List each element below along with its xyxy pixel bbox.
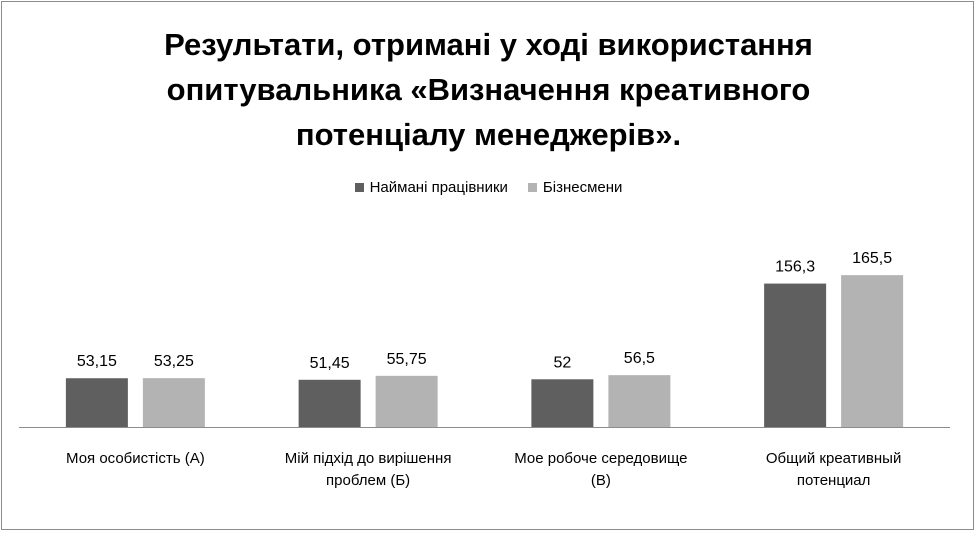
category-label-0-0: Моя особистість (А): [66, 450, 205, 467]
data-label-employees-0: 53,15: [77, 353, 117, 370]
bar-businessmen-0: [142, 378, 205, 427]
chart-legend: Наймані працівники Бізнесмени: [0, 179, 977, 196]
category-label-2-0: Мое робоче середовище: [514, 450, 687, 467]
legend-swatch-employees: [354, 183, 364, 192]
bar-businessmen-3: [841, 275, 904, 427]
category-label-3-1: потенциал: [797, 472, 871, 489]
legend-item-businessmen: Бізнесмени: [527, 179, 623, 196]
data-label-employees-1: 51,45: [310, 355, 350, 372]
data-label-businessmen-3: 165,5: [852, 250, 892, 267]
data-label-businessmen-0: 53,25: [154, 353, 194, 370]
legend-swatch-businessmen: [527, 183, 537, 192]
bar-businessmen-2: [608, 375, 671, 427]
data-label-businessmen-1: 55,75: [387, 351, 427, 368]
bar-employees-0: [65, 378, 128, 427]
category-label-1-1: проблем (Б): [326, 472, 410, 489]
bar-employees-2: [531, 379, 594, 427]
chart-title-line-3: потенціалу менеджерів».: [295, 117, 682, 152]
category-label-1-0: Мій підхід до вирішення: [285, 450, 452, 467]
category-label-2-1: (В): [591, 472, 611, 489]
chart-title: Результати, отримані у ході використання…: [0, 22, 977, 157]
chart-title-line-2: опитувальника «Визначення креативного: [166, 72, 811, 107]
data-label-employees-3: 156,3: [775, 259, 815, 276]
bar-employees-3: [764, 283, 827, 427]
data-label-employees-2: 52: [553, 354, 571, 371]
data-label-businessmen-2: 56,5: [624, 350, 655, 367]
legend-item-employees: Наймані працівники: [354, 179, 508, 196]
category-label-3-0: Общий креативный: [766, 450, 901, 467]
bar-businessmen-1: [375, 375, 438, 427]
bar-employees-1: [298, 379, 361, 427]
legend-label-businessmen: Бізнесмени: [542, 179, 623, 196]
chart-title-line-1: Результати, отримані у ході використання: [164, 27, 813, 62]
legend-label-employees: Наймані працівники: [369, 179, 508, 196]
